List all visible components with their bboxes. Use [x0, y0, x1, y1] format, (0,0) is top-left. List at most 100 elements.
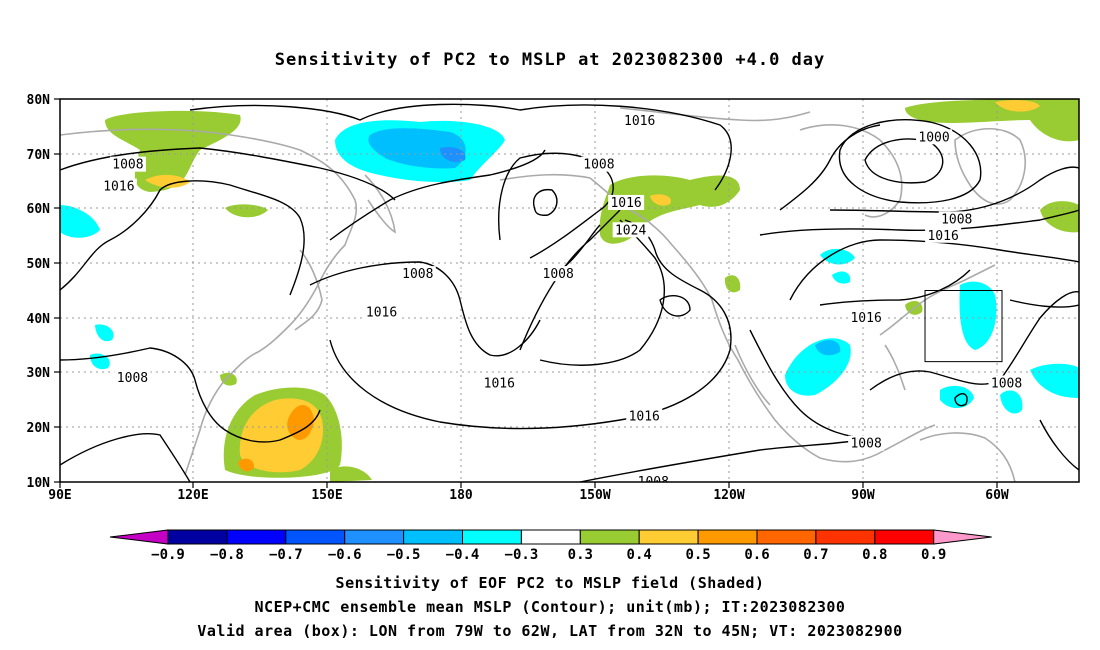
contour-label: 1016: [624, 114, 655, 129]
colorbar-tick-label: −0.8: [210, 547, 244, 563]
hudson-coastline: [799, 124, 903, 218]
negative-sensitivity-atlantic2: [1030, 363, 1079, 398]
footer-line-1: Sensitivity of EOF PC2 to MSLP field (Sh…: [335, 574, 765, 592]
colorbar-tick-label: −0.4: [446, 547, 480, 563]
contour-label: 1016: [927, 229, 958, 244]
positive-sensitivity-dot: [220, 372, 237, 386]
colorbar-segment: [638, 529, 699, 545]
lat-label: 10N: [27, 476, 51, 491]
footer-line-3: Valid area (box): LON from 79W to 62W, L…: [197, 622, 903, 640]
positive-sensitivity-arctic-yellow: [995, 100, 1040, 112]
contour-label-bg: [626, 408, 663, 424]
contour-label-bg: [580, 156, 617, 172]
colorbar-tick-label: −0.9: [151, 547, 185, 563]
contour-south: [60, 433, 191, 482]
positive-sensitivity-wpac-orange2: [238, 458, 255, 472]
contour-label-bg: [608, 194, 645, 210]
us-east-coastline: [879, 264, 996, 336]
colorbar-low-triangle: [109, 529, 169, 545]
japan-coastline: [294, 249, 323, 331]
negative-sensitivity-center: [440, 147, 466, 162]
south-america-coastline: [919, 432, 1016, 482]
lon-label: 120W: [713, 488, 744, 503]
contour-1016-npac: [309, 261, 541, 357]
lat-lon-grid: [60, 99, 1079, 482]
contour-label: 1008: [543, 267, 574, 282]
contour-label-bg: [100, 178, 137, 194]
colorbar-segment: [579, 529, 640, 545]
contour-low-inner: [533, 188, 558, 216]
contour-label-bg: [363, 304, 400, 320]
contour-label: 1008: [941, 212, 972, 227]
map-frame: [59, 98, 1080, 483]
contour-label: 1016: [366, 305, 397, 320]
longitude-labels: 90E 120E 150E 180 150W 120W 90W 60W: [48, 488, 1009, 503]
colorbar-segment: [226, 529, 287, 545]
contour-1008-sw: [60, 347, 321, 443]
contour-label: 1008: [117, 371, 148, 386]
negative-sensitivity-plains2: [832, 271, 851, 284]
colorbar: [109, 529, 992, 545]
alaska-coastline: [499, 173, 936, 463]
contour-1008-aleutian: [329, 149, 546, 241]
lat-label: 40N: [27, 312, 51, 327]
contour-label: 1000: [918, 130, 949, 145]
colorbar-tick-label: −0.3: [505, 547, 539, 563]
positive-sensitivity-wpac-orange: [287, 404, 314, 440]
contour-label: 1008: [583, 158, 614, 173]
contour-1000-inner: [864, 138, 944, 184]
contour-label-bg: [540, 266, 577, 282]
contour-label-bg: [399, 266, 436, 282]
negative-sensitivity-mexico-core: [815, 340, 841, 356]
positive-sensitivity-east: [1040, 201, 1079, 233]
lon-label: 180: [449, 488, 473, 503]
negative-sensitivity-atlantic3: [1000, 390, 1023, 414]
lon-label: 150W: [579, 488, 610, 503]
contour-label-bg: [988, 375, 1025, 391]
contour-label: 1016: [103, 180, 134, 195]
negative-sensitivity-atlantic: [959, 281, 997, 350]
colorbar-tick-label: 0.7: [803, 547, 828, 563]
lat-label: 30N: [27, 366, 51, 381]
colorbar-tick-label: −0.5: [387, 547, 421, 563]
lon-label: 90W: [851, 488, 875, 503]
contour-labels: 1016 1008 1016 1008 1016 1024 1008 1008 1016 1016…: [100, 112, 1025, 490]
contour-label: 1008: [991, 377, 1022, 392]
colorbar-segment: [756, 529, 817, 545]
contour-label-bg: [635, 474, 672, 482]
contour-label-bg: [938, 211, 975, 227]
footer-line-2: NCEP+CMC ensemble mean MSLP (Contour); u…: [254, 598, 846, 616]
colorbar-tick-label: 0.3: [568, 547, 593, 563]
colorbar-tick-label: 0.4: [627, 547, 652, 563]
sensitivity-shading: [60, 99, 1079, 482]
contour-label-bg: [109, 156, 146, 172]
contour-high-inner: [659, 294, 691, 317]
valid-area-box: [924, 290, 1003, 363]
colorbar-segment: [462, 529, 522, 545]
contour-label: 1008: [850, 437, 881, 452]
contour-label-bg: [848, 435, 885, 451]
contour-label-bg: [621, 112, 658, 128]
contour-1000-low: [838, 119, 982, 204]
colorbar-segment: [285, 529, 346, 545]
contour-label: 1008: [112, 158, 143, 173]
contour-1008-trop: [1039, 419, 1079, 471]
arctic-coastline: [619, 107, 811, 122]
lat-label: 50N: [27, 257, 51, 272]
contour-label-bg: [848, 309, 885, 325]
negative-sensitivity-west: [60, 205, 100, 238]
contour-label: 1024: [615, 223, 646, 238]
colorbar-tick-label: 0.9: [921, 547, 946, 563]
negative-sensitivity-plains: [820, 248, 855, 265]
colorbar-segment: [344, 529, 405, 545]
lon-label: 90E: [48, 488, 71, 503]
latitude-labels: 80N 70N 60N 50N 40N 30N 20N 10N: [27, 93, 51, 491]
contour-label: 1008: [638, 475, 669, 490]
contour-1016-top: [189, 103, 732, 191]
contour-1008-e: [829, 166, 1079, 213]
negative-sensitivity-caribbean: [940, 385, 974, 409]
colorbar-segment: [520, 529, 581, 545]
lon-label: 120E: [177, 488, 208, 503]
colorbar-tick-label: 0.5: [685, 547, 710, 563]
colorbar-tick-label: 0.6: [744, 547, 769, 563]
